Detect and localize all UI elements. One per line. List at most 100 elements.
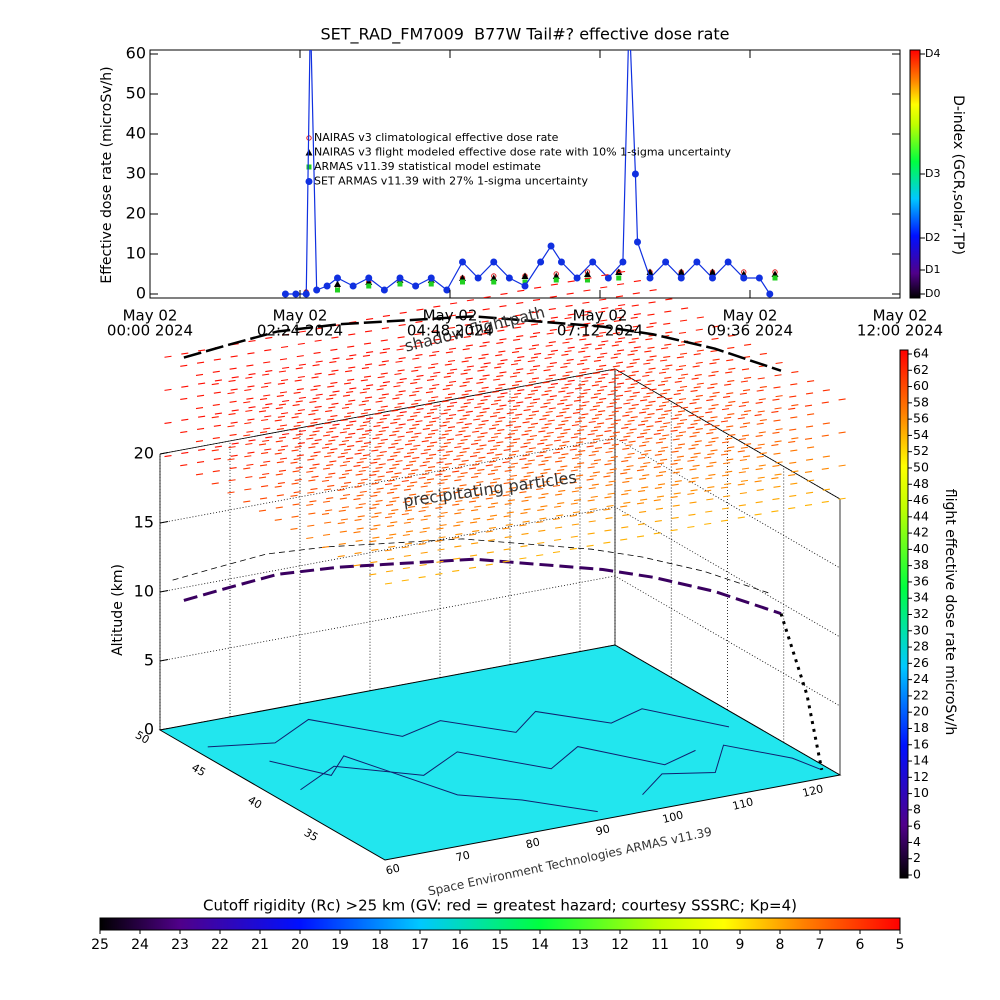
particle-dash	[758, 431, 766, 434]
particle-dash	[552, 517, 561, 521]
particle-dash	[247, 385, 255, 388]
particle-dash	[499, 305, 507, 308]
particle-dash	[278, 403, 287, 406]
particle-dash	[597, 323, 605, 326]
colorbar-tick-label: 9	[736, 937, 745, 953]
particle-dash	[389, 500, 397, 503]
marker	[313, 286, 321, 294]
colorbar-tick-label: 18	[913, 720, 929, 735]
particle-dash	[557, 502, 565, 505]
particle-dash	[620, 538, 628, 541]
particle-dash	[371, 449, 379, 452]
particle-dash	[555, 460, 563, 463]
particle-dash	[505, 424, 513, 427]
particle-dash	[349, 354, 357, 357]
particle-dash	[670, 529, 678, 532]
particle-dash	[696, 382, 704, 385]
particle-dash	[695, 328, 703, 331]
particle-dash	[821, 434, 829, 437]
particle-dash	[579, 338, 587, 341]
particle-dash	[342, 394, 351, 397]
particle-dash	[566, 292, 574, 295]
particle-dash	[349, 420, 357, 423]
particle-dash	[627, 452, 635, 455]
map-floor	[158, 644, 842, 861]
particle-dash	[562, 440, 570, 444]
particle-dash	[499, 371, 507, 374]
particle-dash	[621, 526, 629, 529]
particle-dash	[516, 335, 524, 338]
marker	[490, 274, 498, 281]
grid-line	[159, 437, 841, 569]
particle-dash	[461, 459, 469, 462]
particle-dash	[588, 520, 596, 523]
particle-dash	[541, 459, 549, 462]
particle-dash	[425, 391, 434, 394]
particle-dash	[416, 341, 424, 344]
particle-dash	[546, 398, 554, 401]
particle-dash	[384, 549, 393, 552]
particle-dash	[744, 409, 752, 413]
particle-dash	[726, 425, 734, 428]
particle-dash	[297, 442, 305, 445]
particle-dash	[425, 490, 434, 493]
particle-dash	[545, 377, 553, 380]
particle-dash	[559, 411, 567, 414]
colorbar-tick-label: 10	[691, 937, 709, 953]
particle-dash	[373, 458, 381, 461]
particle-dash	[704, 423, 712, 426]
particle-dash	[744, 376, 752, 379]
colorbar-tick-label: 19	[331, 937, 349, 953]
particle-dash	[564, 416, 572, 419]
particle-dash	[405, 464, 414, 467]
marker	[709, 274, 716, 282]
particle-dash	[329, 427, 337, 430]
particle-dash	[457, 442, 465, 445]
particle-dash	[642, 407, 650, 411]
particle-dash	[838, 464, 846, 467]
particle-dash	[607, 492, 615, 495]
particle-dash	[423, 415, 431, 418]
particle-dash	[725, 371, 733, 374]
particle-dash	[469, 554, 478, 557]
particle-dash	[657, 483, 666, 486]
particle-dash	[639, 510, 647, 513]
particle-dash	[452, 470, 460, 473]
particle-dash	[503, 515, 511, 518]
particle-dash	[445, 351, 453, 354]
particle-dash	[771, 477, 779, 480]
particle-dash	[577, 362, 585, 365]
particle-dash	[681, 406, 689, 409]
particle-dash	[611, 344, 619, 347]
colorbar-tick-label: 10	[913, 785, 929, 800]
particle-dash	[639, 444, 647, 447]
particle-dash	[475, 393, 483, 397]
particle-dash	[277, 415, 285, 418]
particle-dash	[435, 539, 443, 543]
particle-dash	[213, 457, 221, 460]
particle-dash	[307, 524, 315, 527]
particle-dash	[380, 339, 388, 342]
particle-dash	[369, 573, 377, 576]
particle-dash	[395, 393, 403, 396]
particle-dash	[380, 438, 388, 441]
particle-dash	[348, 366, 356, 369]
colorbar-tick-label: 22	[211, 937, 229, 953]
particle-dash	[295, 367, 303, 370]
particle-dash	[358, 469, 366, 473]
particle-dash	[530, 422, 539, 425]
particle-dash	[376, 388, 384, 391]
particle-dash	[573, 399, 582, 402]
coastline	[269, 755, 598, 813]
particle-dash	[559, 444, 567, 447]
particle-dash	[580, 326, 588, 329]
particle-dash	[688, 447, 696, 450]
particle-dash	[307, 458, 315, 461]
particle-dash	[614, 307, 623, 310]
particle-dash	[448, 413, 457, 417]
particle-dash	[495, 453, 503, 456]
particle-dash	[536, 521, 544, 524]
particle-dash	[466, 365, 474, 368]
particle-dash	[653, 466, 661, 469]
particle-dash	[328, 373, 336, 376]
